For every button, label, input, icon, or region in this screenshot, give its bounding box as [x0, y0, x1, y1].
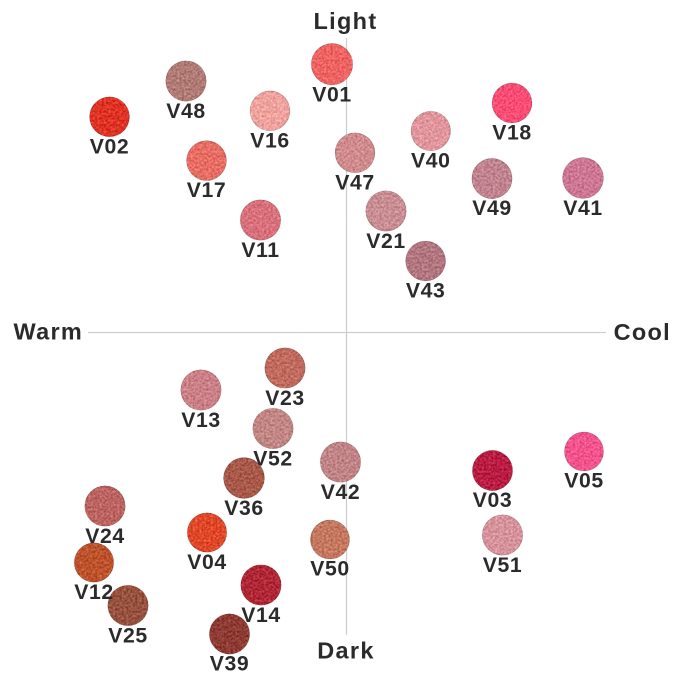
- svg-text:V16: V16: [250, 129, 290, 152]
- svg-text:Warm: Warm: [14, 319, 84, 345]
- svg-text:V43: V43: [406, 280, 446, 303]
- svg-text:V50: V50: [310, 558, 350, 581]
- svg-text:V01: V01: [312, 84, 352, 107]
- svg-text:Light: Light: [314, 8, 378, 34]
- svg-text:V25: V25: [108, 624, 148, 647]
- svg-text:V51: V51: [483, 554, 523, 577]
- svg-text:V18: V18: [492, 122, 532, 145]
- svg-text:V24: V24: [85, 525, 125, 548]
- svg-text:V49: V49: [472, 197, 512, 220]
- svg-text:V47: V47: [335, 171, 375, 194]
- svg-text:V11: V11: [241, 239, 279, 262]
- svg-text:V02: V02: [90, 135, 130, 158]
- svg-text:V41: V41: [563, 197, 603, 220]
- svg-text:V05: V05: [564, 470, 604, 493]
- svg-text:V36: V36: [224, 497, 264, 520]
- svg-text:V52: V52: [253, 447, 293, 470]
- svg-text:Cool: Cool: [614, 319, 671, 345]
- svg-text:V23: V23: [265, 387, 305, 410]
- svg-text:V21: V21: [366, 230, 406, 253]
- svg-text:V40: V40: [411, 149, 451, 172]
- svg-text:V17: V17: [187, 179, 227, 202]
- svg-text:V13: V13: [181, 409, 221, 432]
- svg-text:V39: V39: [210, 653, 250, 676]
- svg-text:V12: V12: [74, 581, 114, 604]
- svg-text:V48: V48: [166, 100, 206, 123]
- svg-text:Dark: Dark: [317, 637, 374, 663]
- svg-text:V42: V42: [321, 481, 361, 504]
- svg-text:V14: V14: [241, 604, 281, 627]
- svg-text:V04: V04: [187, 551, 227, 574]
- svg-text:V03: V03: [473, 489, 513, 512]
